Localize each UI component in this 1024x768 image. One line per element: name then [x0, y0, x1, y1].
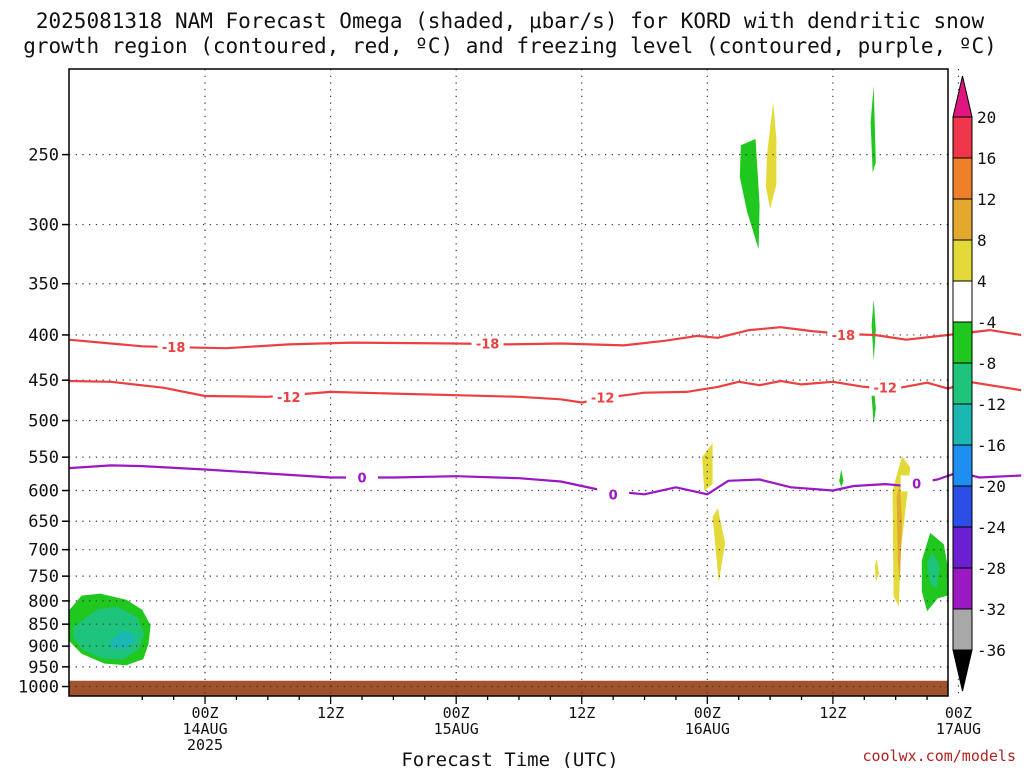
chart-title-line1: 2025081318 NAM Forecast Omega (shaded, μ…	[36, 9, 985, 33]
colorbar-label: -36	[977, 641, 1006, 660]
colorbar-swatch	[952, 198, 973, 241]
y-tick-label: 700	[28, 541, 59, 561]
contour-label: 0	[912, 477, 921, 492]
contour-label: 0	[357, 472, 366, 487]
colorbar-swatch	[952, 362, 973, 405]
colorbar: 20 16 12 8 4 -4 -8 -12 -16 -20 -24 -28 -32 -36	[952, 75, 1006, 692]
y-tick-label: 1000	[18, 678, 59, 698]
y-tick-label: 900	[28, 637, 59, 657]
omega-region-3	[739, 139, 760, 250]
colorbar-label: -8	[977, 354, 996, 373]
colorbar-label: 16	[977, 149, 996, 168]
contour-label-bg	[272, 388, 305, 405]
contour-label: -18	[162, 341, 186, 356]
contour-label-bg	[597, 486, 630, 503]
contour-label: -12	[873, 382, 897, 397]
colorbar-label: -12	[977, 395, 1006, 414]
plot-area	[69, 85, 948, 696]
contour-label: -12	[277, 391, 301, 406]
y-tick-label: 650	[28, 512, 59, 532]
omega-region-4	[765, 102, 777, 209]
x-tick-label: 00Z	[694, 704, 721, 722]
y-axis: 2503003504004505005506006507007508008509…	[18, 146, 69, 698]
colorbar-label: -28	[977, 559, 1006, 578]
colorbar-label: -20	[977, 477, 1006, 496]
colorbar-label: 12	[977, 190, 996, 209]
x-tick-label: 2025	[187, 736, 223, 754]
colorbar-swatch	[952, 444, 973, 487]
temperature-contours: -18 -18 -18 -12 -12 -12 0 0 0	[68, 326, 1022, 503]
colorbar-bottom-extend	[952, 649, 973, 692]
credit-text: coolwx.com/models	[862, 747, 1016, 765]
contour-label-bg	[586, 389, 619, 406]
colorbar-swatch	[952, 239, 973, 282]
y-tick-label: 500	[28, 412, 59, 432]
colorbar-swatch	[952, 157, 973, 200]
omega-region-12	[896, 484, 902, 582]
y-tick-label: 250	[28, 146, 59, 166]
omega-region-10	[839, 469, 844, 488]
contour-label-bg	[471, 335, 504, 352]
contour-label-bg	[827, 326, 860, 343]
contour-line-0	[68, 326, 1022, 350]
colorbar-swatch	[952, 280, 973, 323]
colorbar-label: 4	[977, 272, 987, 291]
y-tick-label: 750	[28, 567, 59, 587]
colorbar-label: -32	[977, 600, 1006, 619]
omega-region-5	[870, 85, 876, 173]
colorbar-swatch	[952, 567, 973, 610]
contour-label: 0	[609, 488, 618, 503]
contour-label-bg	[346, 469, 378, 486]
colorbar-label: 8	[977, 231, 987, 250]
omega-region-8	[702, 442, 713, 491]
y-tick-label: 800	[28, 592, 59, 612]
chart-title-line2: growth region (contoured, red, ºC) and f…	[23, 34, 997, 58]
omega-region-6	[871, 299, 876, 361]
contour-label: -18	[832, 329, 856, 344]
x-tick-label: 00Z	[443, 704, 470, 722]
contour-label-bg	[157, 339, 190, 356]
x-tick-label: 17AUG	[936, 720, 981, 738]
contour-label-bg	[869, 379, 902, 396]
omega-region-13	[874, 558, 879, 583]
x-tick-label: 00Z	[945, 704, 972, 722]
colorbar-label: -24	[977, 518, 1006, 537]
contour-label-bg	[900, 475, 933, 492]
y-tick-label: 450	[28, 371, 59, 391]
plot-frame	[68, 68, 949, 697]
x-tick-label: 00Z	[191, 704, 218, 722]
y-tick-label: 950	[28, 658, 59, 678]
colorbar-swatch	[952, 526, 973, 569]
colorbar-swatch	[952, 321, 973, 364]
y-tick-label: 350	[28, 275, 59, 295]
x-tick-label: 12Z	[317, 704, 344, 722]
colorbar-swatch	[952, 485, 973, 528]
colorbar-label: -16	[977, 436, 1006, 455]
colorbar-swatch	[952, 403, 973, 446]
y-tick-label: 300	[28, 216, 59, 236]
colorbar-swatch	[952, 116, 973, 159]
y-tick-label: 400	[28, 326, 59, 346]
omega-region-9	[712, 508, 726, 583]
contour-label: -12	[591, 392, 615, 407]
y-tick-label: 600	[28, 482, 59, 502]
colorbar-top-extend	[952, 75, 973, 118]
colorbar-label: 20	[977, 108, 996, 127]
x-axis-label: Forecast Time (UTC)	[401, 749, 618, 768]
x-tick-label: 12Z	[819, 704, 846, 722]
y-tick-label: 550	[28, 448, 59, 468]
colorbar-swatch	[952, 608, 973, 651]
y-tick-label: 850	[28, 615, 59, 635]
ground-surface	[69, 680, 948, 696]
omega-region-2	[108, 630, 136, 650]
x-tick-label: 14AUG	[182, 720, 227, 738]
colorbar-label: -4	[977, 313, 996, 332]
x-tick-label: 12Z	[568, 704, 595, 722]
omega-region-15	[927, 552, 940, 589]
x-tick-label: 16AUG	[685, 720, 730, 738]
x-tick-label: 15AUG	[434, 720, 479, 738]
contour-label: -18	[476, 337, 500, 352]
